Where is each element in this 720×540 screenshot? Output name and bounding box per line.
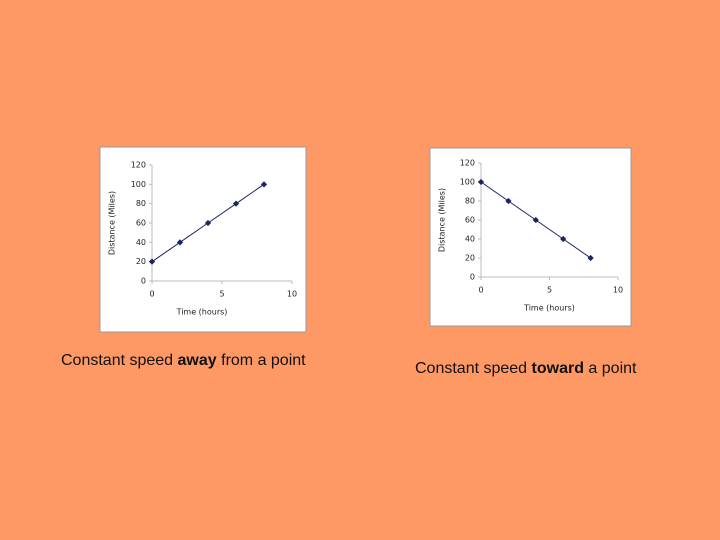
chart-box: [429, 147, 632, 327]
data-point: [176, 239, 184, 246]
y-tick-label: 0: [141, 277, 146, 286]
x-tick-label: 0: [478, 286, 483, 295]
y-tick-label: 80: [465, 197, 475, 206]
y-tick-label: 80: [136, 199, 146, 208]
caption-emphasis: away: [177, 352, 217, 369]
y-tick-label: 100: [131, 180, 146, 189]
y-tick-label: 20: [465, 254, 475, 263]
y-axis-label: Distance (Miles): [438, 188, 447, 252]
y-tick-label: 60: [136, 219, 146, 228]
y-tick-label: 120: [460, 159, 475, 168]
caption-text: from a point: [216, 352, 306, 369]
data-point: [204, 219, 212, 227]
caption-emphasis: toward: [531, 360, 584, 377]
chart-box: [99, 146, 307, 333]
x-tick-label: 10: [287, 290, 297, 299]
y-tick-label: 100: [460, 178, 475, 187]
y-axis-label: Distance (Miles): [108, 191, 117, 255]
x-tick-label: 10: [613, 286, 623, 295]
caption-text: a point: [583, 360, 637, 377]
x-tick-label: 5: [219, 290, 224, 299]
caption-text: Constant speed: [415, 360, 532, 377]
caption: Constant speed away from a point: [61, 352, 306, 370]
y-tick-label: 20: [136, 257, 146, 266]
x-tick-label: 5: [547, 286, 552, 295]
caption: Constant speed toward a point: [415, 360, 636, 378]
x-tick-label: 0: [149, 290, 154, 299]
caption-text: Constant speed: [61, 352, 178, 369]
y-tick-label: 40: [136, 238, 146, 247]
y-tick-label: 40: [465, 235, 475, 244]
x-axis-label: Time (hours): [176, 308, 228, 317]
y-tick-label: 120: [131, 161, 146, 170]
x-axis-label: Time (hours): [523, 304, 575, 313]
y-tick-label: 60: [465, 216, 475, 225]
data-point: [587, 254, 594, 262]
y-tick-label: 0: [470, 273, 475, 282]
